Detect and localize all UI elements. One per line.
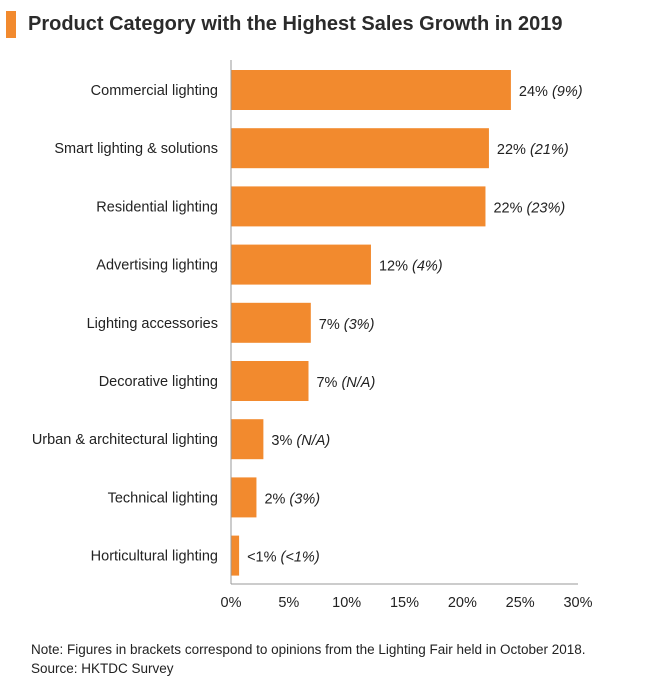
data-label: 22% (23%) <box>493 200 565 216</box>
source-text: Source: HKTDC Survey <box>31 661 174 676</box>
bar <box>231 535 240 576</box>
value-label: 24% <box>519 84 548 100</box>
bracket-label: (3%) <box>340 317 375 333</box>
value-label: <1% <box>247 550 277 566</box>
bar <box>231 128 489 169</box>
bar <box>231 477 257 518</box>
bracket-label: (9%) <box>548 84 583 100</box>
data-label: 12% (4%) <box>379 259 443 275</box>
data-label: 2% (3%) <box>264 491 320 507</box>
data-label: 22% (21%) <box>497 142 569 158</box>
value-label: 2% <box>264 491 285 507</box>
data-label: 7% (N/A) <box>316 375 375 391</box>
category-label: Lighting accessories <box>87 316 218 332</box>
bracket-label: (23%) <box>522 200 565 216</box>
category-label: Decorative lighting <box>99 374 218 390</box>
bar-chart: Commercial lighting 24% (9%) Smart lightin… <box>32 60 593 611</box>
bar <box>231 186 486 227</box>
bar <box>231 361 309 401</box>
bracket-label: (N/A) <box>292 433 330 449</box>
data-label: 3% (N/A) <box>271 433 330 449</box>
x-tick-label: 10% <box>332 595 361 611</box>
bracket-label: (<1%) <box>277 550 320 566</box>
value-label: 12% <box>379 259 408 275</box>
x-tick-label: 0% <box>221 595 242 611</box>
value-label: 7% <box>316 375 337 391</box>
bar <box>231 70 511 110</box>
value-label: 22% <box>497 142 526 158</box>
x-tick-label: 20% <box>448 595 477 611</box>
category-label: Urban & architectural lighting <box>32 432 218 448</box>
data-label: 24% (9%) <box>519 84 583 100</box>
note-text: Note: Figures in brackets correspond to … <box>31 642 586 657</box>
bar <box>231 302 311 343</box>
bracket-label: (21%) <box>526 142 569 158</box>
category-label: Horticultural lighting <box>91 549 218 565</box>
data-label: <1% (<1%) <box>247 550 320 566</box>
bar <box>231 244 371 285</box>
category-label: Advertising lighting <box>96 258 218 274</box>
category-label: Technical lighting <box>108 490 218 506</box>
bracket-label: (4%) <box>408 259 443 275</box>
category-label: Smart lighting & solutions <box>54 141 218 157</box>
x-tick-label: 30% <box>563 595 592 611</box>
value-label: 7% <box>319 317 340 333</box>
x-tick-label: 5% <box>278 595 299 611</box>
bar <box>231 419 264 460</box>
chart-notes: Note: Figures in brackets correspond to … <box>31 640 586 678</box>
bracket-label: (3%) <box>285 491 320 507</box>
title-marker <box>6 11 16 38</box>
value-label: 3% <box>271 433 292 449</box>
value-label: 22% <box>493 200 522 216</box>
bracket-label: (N/A) <box>337 375 375 391</box>
category-label: Residential lighting <box>96 199 218 215</box>
x-tick-label: 15% <box>390 595 419 611</box>
data-label: 7% (3%) <box>319 317 375 333</box>
x-tick-label: 25% <box>506 595 535 611</box>
chart-title: Product Category with the Highest Sales … <box>28 13 563 35</box>
category-label: Commercial lighting <box>91 83 218 99</box>
